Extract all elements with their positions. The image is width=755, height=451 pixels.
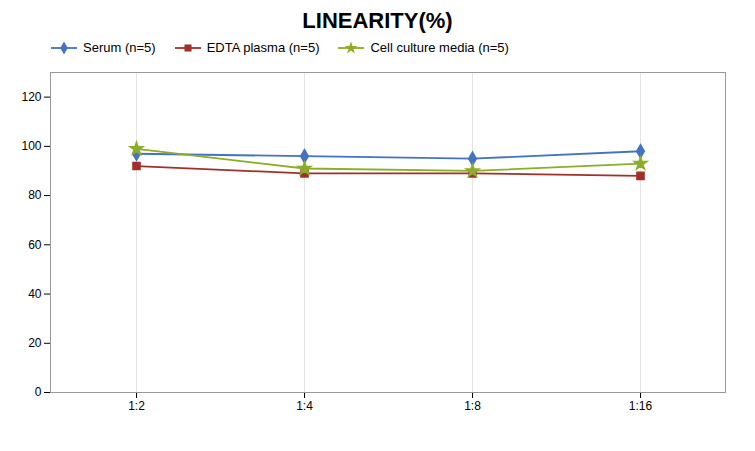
svg-text:60: 60 (28, 238, 42, 252)
html-text:Serum (n=5): Serum (n=5) (83, 40, 156, 55)
svg-text:1:16: 1:16 (629, 399, 653, 413)
svg-text:100: 100 (21, 139, 41, 153)
html-text:EDTA plasma (n=5): EDTA plasma (n=5) (206, 40, 320, 55)
svg-text:20: 20 (28, 336, 42, 350)
svg-text:0: 0 (35, 385, 42, 399)
svg-text:1:4: 1:4 (296, 399, 313, 413)
svg-text:120: 120 (21, 90, 41, 104)
html-text:LINEARITY(%): LINEARITY(%) (302, 8, 453, 33)
svg-text:80: 80 (28, 188, 42, 202)
html-text:Cell culture media (n=5): Cell culture media (n=5) (370, 40, 509, 55)
svg-text:1:8: 1:8 (464, 399, 481, 413)
svg-text:1:2: 1:2 (128, 399, 145, 413)
svg-text:40: 40 (28, 287, 42, 301)
